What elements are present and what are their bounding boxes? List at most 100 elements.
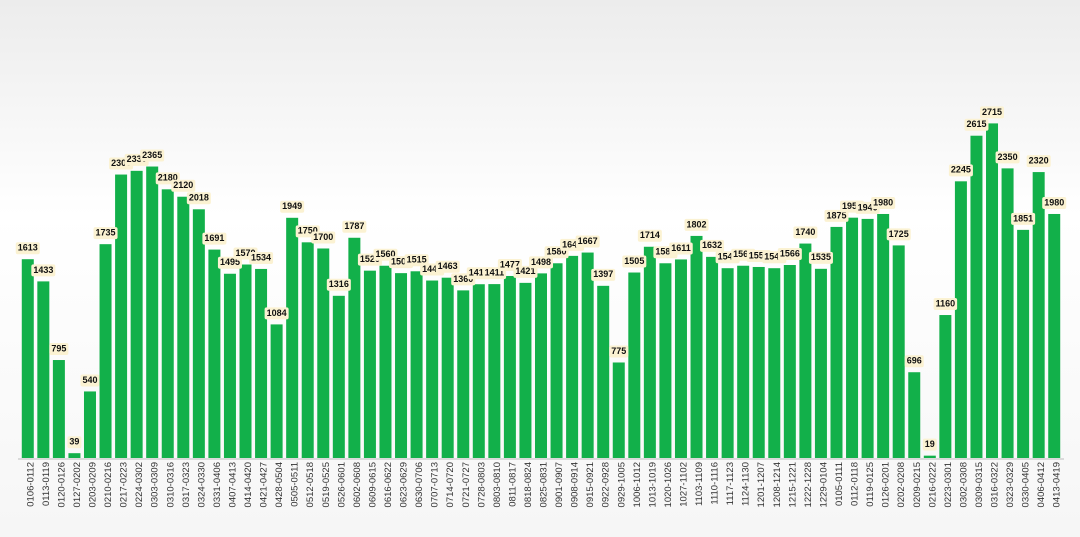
bar [814, 268, 827, 458]
value-label: 1477 [500, 259, 520, 269]
x-tick-label: 0106-0112 [25, 462, 36, 507]
bar [192, 209, 205, 458]
x-tick-label: 0223-0301 [943, 462, 954, 507]
x-tick-label: 0630-0706 [414, 462, 425, 507]
bar [208, 249, 221, 458]
value-label: 1463 [438, 261, 458, 271]
value-label: 1640 [562, 239, 582, 249]
bar [146, 166, 159, 458]
bar [706, 256, 719, 458]
x-tick-label: 0505-0511 [290, 462, 301, 507]
bar [861, 218, 874, 458]
value-label-bg [871, 196, 896, 209]
value-label: 1580 [655, 247, 675, 257]
value-label-bg [808, 251, 833, 264]
bar [1017, 229, 1030, 458]
bar [939, 315, 952, 458]
x-tick-label: 0413-0419 [1052, 462, 1063, 507]
value-label-bg [995, 151, 1020, 164]
value-label: 1691 [204, 233, 224, 243]
x-tick-label: 0428-0504 [274, 462, 285, 507]
bar [161, 189, 174, 459]
value-label: 1397 [593, 269, 613, 279]
bar [37, 281, 50, 458]
bar [799, 243, 812, 458]
value-label: 1084 [267, 308, 287, 318]
value-label: 2365 [142, 150, 162, 160]
x-tick-label: 1201-1207 [756, 462, 767, 507]
x-tick-label: 1027-1102 [678, 462, 689, 507]
bar [986, 123, 999, 458]
value-label-bg [824, 209, 849, 222]
value-label-bg [404, 254, 429, 267]
value-label: 1940 [858, 202, 878, 212]
bar [177, 196, 190, 459]
bar [1048, 213, 1061, 458]
value-label-bg [435, 260, 460, 273]
bar [255, 268, 268, 458]
bar [317, 248, 330, 458]
x-tick-label: 0203-0209 [88, 462, 99, 507]
x-tick-label: 0609-0615 [367, 462, 378, 507]
value-label: 1725 [889, 229, 909, 239]
value-label: 1550 [749, 250, 769, 260]
x-tick-label: 0331-0406 [212, 462, 223, 507]
x-tick-label: 0526-0601 [336, 462, 347, 507]
bar [503, 275, 516, 458]
value-label-bg [249, 251, 274, 264]
value-label: 1520 [360, 254, 380, 264]
bar [535, 273, 547, 458]
bar [441, 277, 454, 458]
value-label: 1495 [220, 257, 240, 267]
x-tick-label: 1110-1116 [710, 462, 721, 505]
x-tick-label: 0309-0315 [974, 462, 985, 507]
x-tick-label: 0623-0629 [399, 462, 410, 507]
value-label: 2330 [127, 154, 147, 164]
bar [83, 391, 96, 458]
bar [566, 255, 579, 458]
value-label-bg [609, 345, 629, 358]
value-label: 1875 [826, 210, 846, 220]
value-label: 2715 [982, 107, 1002, 117]
value-label: 39 [69, 437, 79, 447]
value-label: 2120 [173, 180, 193, 190]
x-tick-label: 0616-0622 [383, 462, 394, 507]
value-label-bg [886, 228, 911, 241]
value-label-bg [684, 218, 709, 231]
bar [659, 263, 672, 458]
value-label: 540 [82, 375, 97, 385]
value-label: 1316 [329, 279, 349, 289]
value-label-bg [140, 149, 165, 162]
value-label-bg [700, 239, 725, 252]
bar [846, 217, 859, 458]
x-tick-label: 0721-0727 [461, 462, 472, 507]
x-tick-label: 0224-0302 [134, 462, 145, 507]
bar [783, 265, 796, 458]
bar [286, 217, 299, 458]
value-label: 1980 [1044, 197, 1064, 207]
value-label: 1740 [795, 227, 815, 237]
value-label: 696 [907, 356, 922, 366]
x-tick-label: 0406-0412 [1036, 462, 1047, 507]
value-label-bg [1011, 212, 1036, 225]
x-tick-label: 0707-0713 [430, 462, 441, 507]
bar [410, 271, 423, 458]
x-tick-label: 0119-0125 [865, 462, 876, 507]
value-label: 1433 [33, 265, 53, 275]
x-tick-label: 0602-0608 [352, 462, 363, 507]
value-label: 1534 [251, 252, 271, 262]
x-tick-label: 0915-0921 [585, 462, 596, 507]
value-label: 1949 [282, 201, 302, 211]
value-label: 2615 [966, 119, 986, 129]
value-label-bg [575, 235, 600, 248]
x-tick-label: 0929-1005 [616, 462, 627, 507]
x-tick-label: 1222-1228 [803, 462, 814, 507]
bar [908, 372, 921, 458]
bar [21, 259, 34, 458]
value-label-bg [622, 255, 647, 268]
x-tick-label: 1215-1221 [787, 462, 798, 507]
value-label: 2180 [158, 173, 178, 183]
x-tick-label: 0901-0907 [554, 462, 565, 507]
bar [519, 282, 532, 458]
